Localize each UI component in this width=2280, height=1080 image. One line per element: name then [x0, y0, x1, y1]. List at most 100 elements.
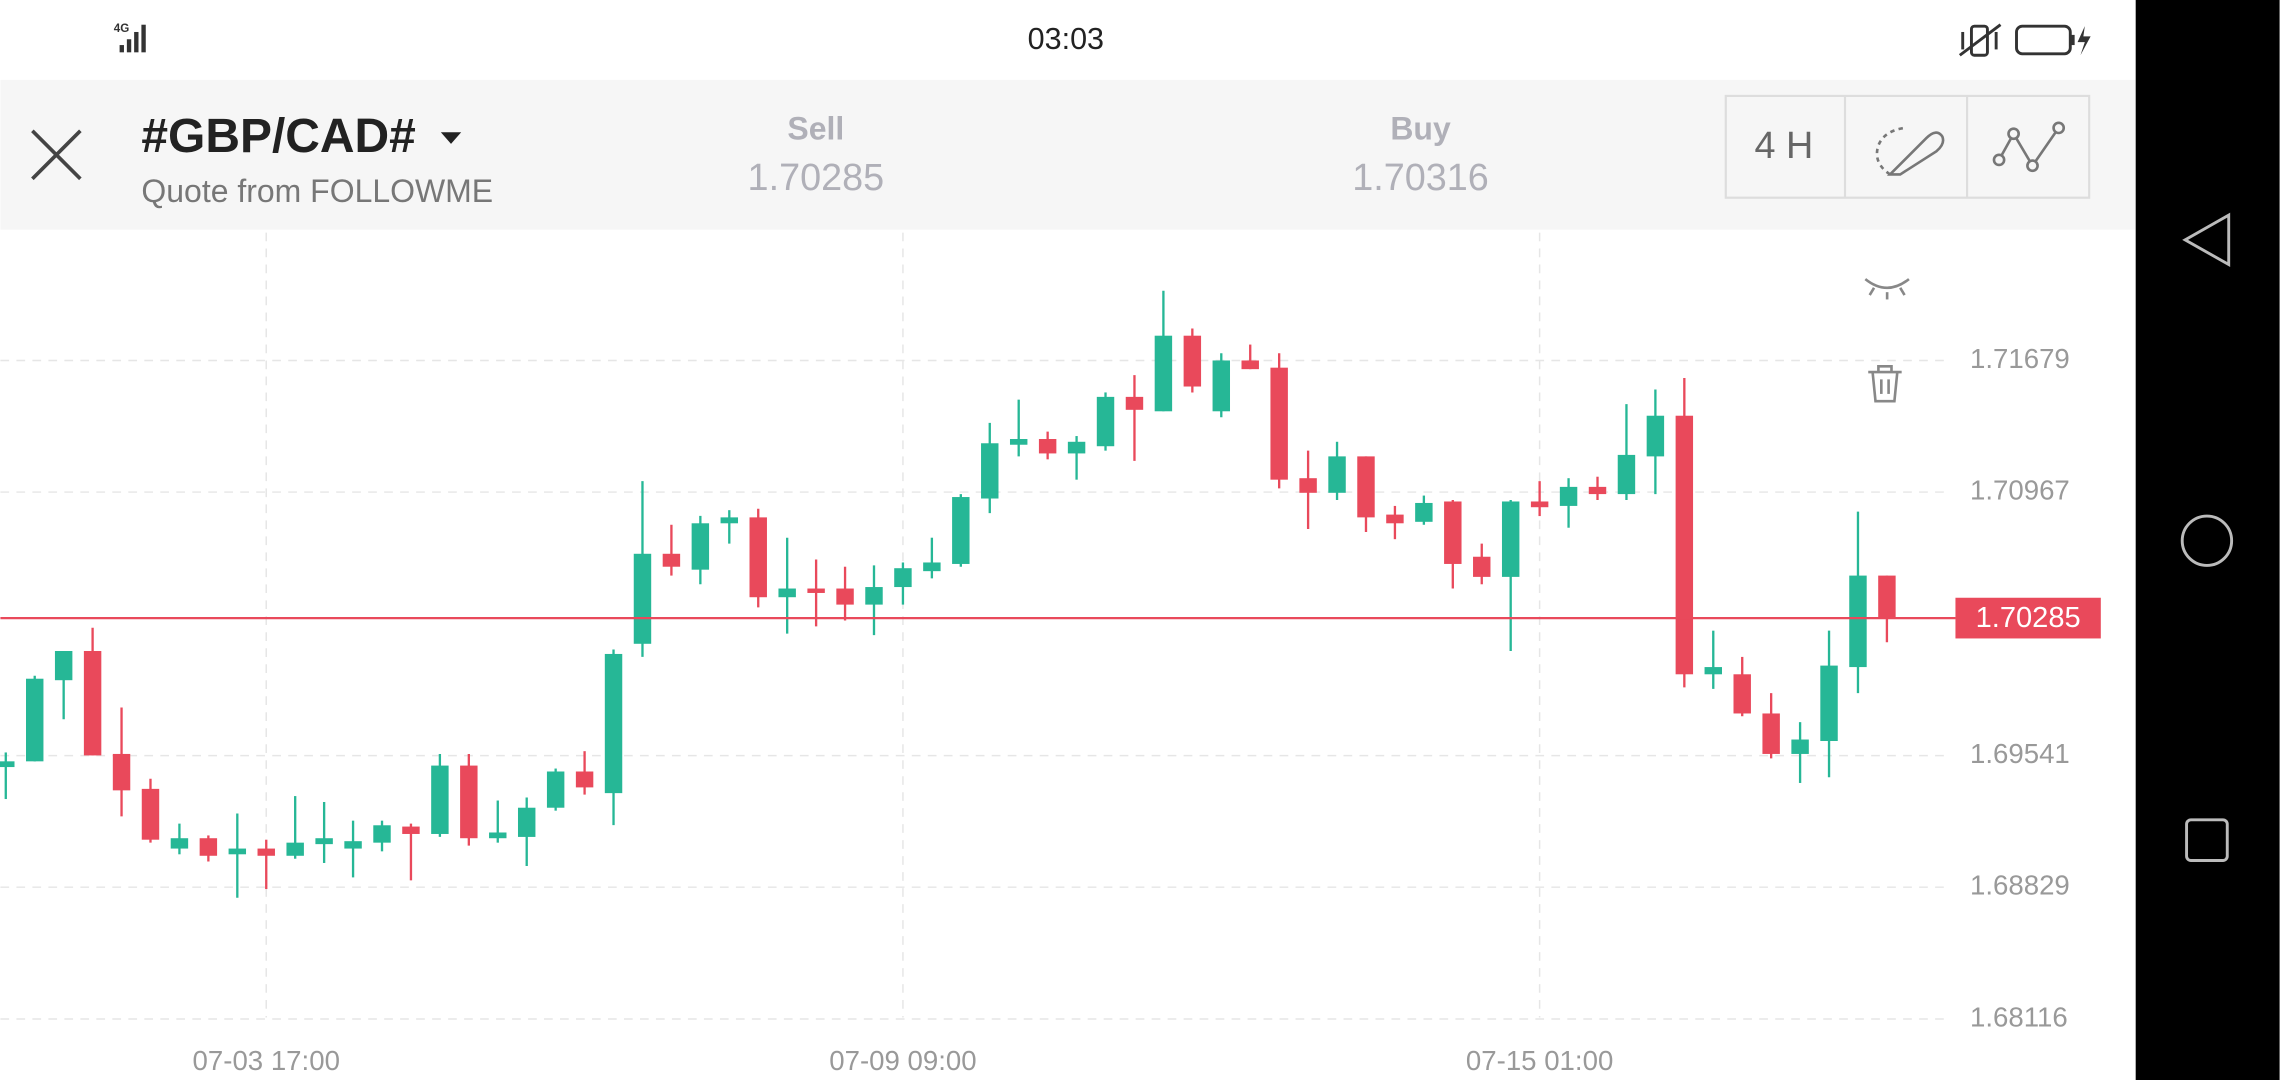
candle-body: [83, 650, 102, 756]
candle-body: [517, 807, 536, 837]
candle-body: [1675, 415, 1694, 675]
candle-body: [1878, 575, 1896, 619]
y-tick-label: 1.68116: [1970, 1001, 2068, 1032]
candle-body: [54, 650, 73, 681]
current-price-badge: [1955, 597, 2101, 639]
battery-icon: [2015, 24, 2091, 56]
candle-body: [344, 841, 362, 849]
candle-body: [0, 761, 15, 768]
candle-body: [257, 848, 275, 856]
vibrate-icon: [1958, 23, 2002, 57]
candle-body: [1473, 556, 1491, 577]
candle-body: [1791, 739, 1809, 754]
candle-body: [1444, 501, 1462, 564]
draw-tool-button[interactable]: [1875, 126, 1945, 176]
hide-button[interactable]: [1864, 278, 1910, 300]
candle-body: [315, 838, 333, 845]
timeframe-button[interactable]: 4 H: [1755, 125, 1814, 167]
candle-body: [1183, 335, 1202, 387]
candle-body: [1096, 396, 1115, 447]
candle-body: [199, 838, 218, 856]
candle-body: [1617, 454, 1636, 495]
delete-button[interactable]: [1868, 364, 1902, 403]
candle-body: [894, 568, 912, 588]
recents-button[interactable]: [2185, 818, 2229, 862]
candle-body: [112, 753, 131, 791]
candle-body: [431, 765, 449, 834]
candle-body: [460, 765, 478, 839]
sell-price[interactable]: 1.70285: [748, 157, 885, 199]
candle-body: [1009, 439, 1028, 445]
y-tick-label: 1.68829: [1970, 869, 2070, 900]
candle-body: [1530, 501, 1549, 508]
candle-body: [141, 788, 160, 840]
candle-body: [778, 588, 796, 598]
x-tick-label: 07-15 01:00: [1466, 1045, 1613, 1076]
x-tick-label: 07-03 17:00: [193, 1045, 340, 1076]
candle-body: [489, 832, 507, 839]
tool-group: [1724, 94, 2091, 199]
y-tick-label: 1.71679: [1970, 343, 2070, 374]
symbol[interactable]: #GBP/CAD#: [141, 110, 415, 163]
x-tick-label: 07-09 09:00: [829, 1045, 976, 1076]
candle-body: [170, 838, 189, 849]
buy-price[interactable]: 1.70316: [1352, 157, 1489, 199]
candle-body: [749, 517, 767, 598]
candle-body: [1386, 514, 1404, 524]
candle-body: [952, 497, 970, 564]
candlestick-chart: 07-03 17:00 07-09 09:00 07-15 01:00 1.68116…: [0, 232, 2101, 1076]
candle-body: [633, 553, 652, 644]
close-button[interactable]: [31, 129, 82, 181]
y-tick-label: 1.70967: [1970, 474, 2070, 505]
candle-body: [923, 562, 941, 572]
back-button[interactable]: [2182, 212, 2231, 268]
navigation-bar: [2135, 0, 2280, 1080]
candle-body: [1646, 415, 1665, 457]
signal-icon: [119, 24, 146, 53]
candle-body: [1270, 367, 1288, 480]
candle-body: [1733, 674, 1751, 714]
current-price-label: 1.70285: [1976, 602, 2081, 634]
candle-body: [1357, 456, 1375, 518]
indicator-button[interactable]: [1992, 121, 2066, 173]
home-button[interactable]: [2180, 514, 2234, 567]
status-bar: [0, 0, 2136, 80]
candle-body: [691, 523, 710, 570]
quote-source: Quote from FOLLOWME: [141, 173, 493, 209]
symbol-dropdown[interactable]: [440, 132, 462, 144]
candle-body: [26, 678, 44, 762]
candle-body: [1415, 502, 1433, 522]
candle-body: [1762, 713, 1780, 754]
candle-body: [575, 771, 594, 788]
candle-body: [807, 588, 825, 593]
candle-body: [1328, 456, 1346, 493]
candle-body: [1704, 667, 1722, 675]
y-tick-label: 1.69541: [1970, 738, 2070, 769]
network-type: 4G: [114, 22, 130, 35]
candle-body: [228, 848, 247, 855]
candle-body: [546, 771, 565, 808]
candle-body: [662, 553, 681, 567]
candle-body: [1588, 486, 1607, 495]
candle-body: [286, 842, 304, 856]
candle-body: [1212, 360, 1231, 412]
candle-body: [604, 653, 623, 794]
candle-body: [1820, 665, 1838, 742]
candle-body: [1559, 486, 1578, 506]
candle-body: [1849, 575, 1867, 668]
candle-body: [1125, 396, 1144, 410]
candle-body: [402, 826, 420, 834]
candle-body: [981, 443, 999, 499]
candle-body: [720, 517, 739, 524]
candle-body: [373, 825, 391, 843]
candle-body: [1501, 501, 1520, 577]
candle-body: [1067, 441, 1086, 454]
sell-label[interactable]: Sell: [787, 110, 844, 146]
candle-body: [865, 587, 883, 605]
buy-label[interactable]: Buy: [1390, 110, 1451, 146]
candle-body: [1299, 478, 1317, 493]
candle-body: [1154, 335, 1173, 412]
candle-body: [836, 588, 854, 605]
